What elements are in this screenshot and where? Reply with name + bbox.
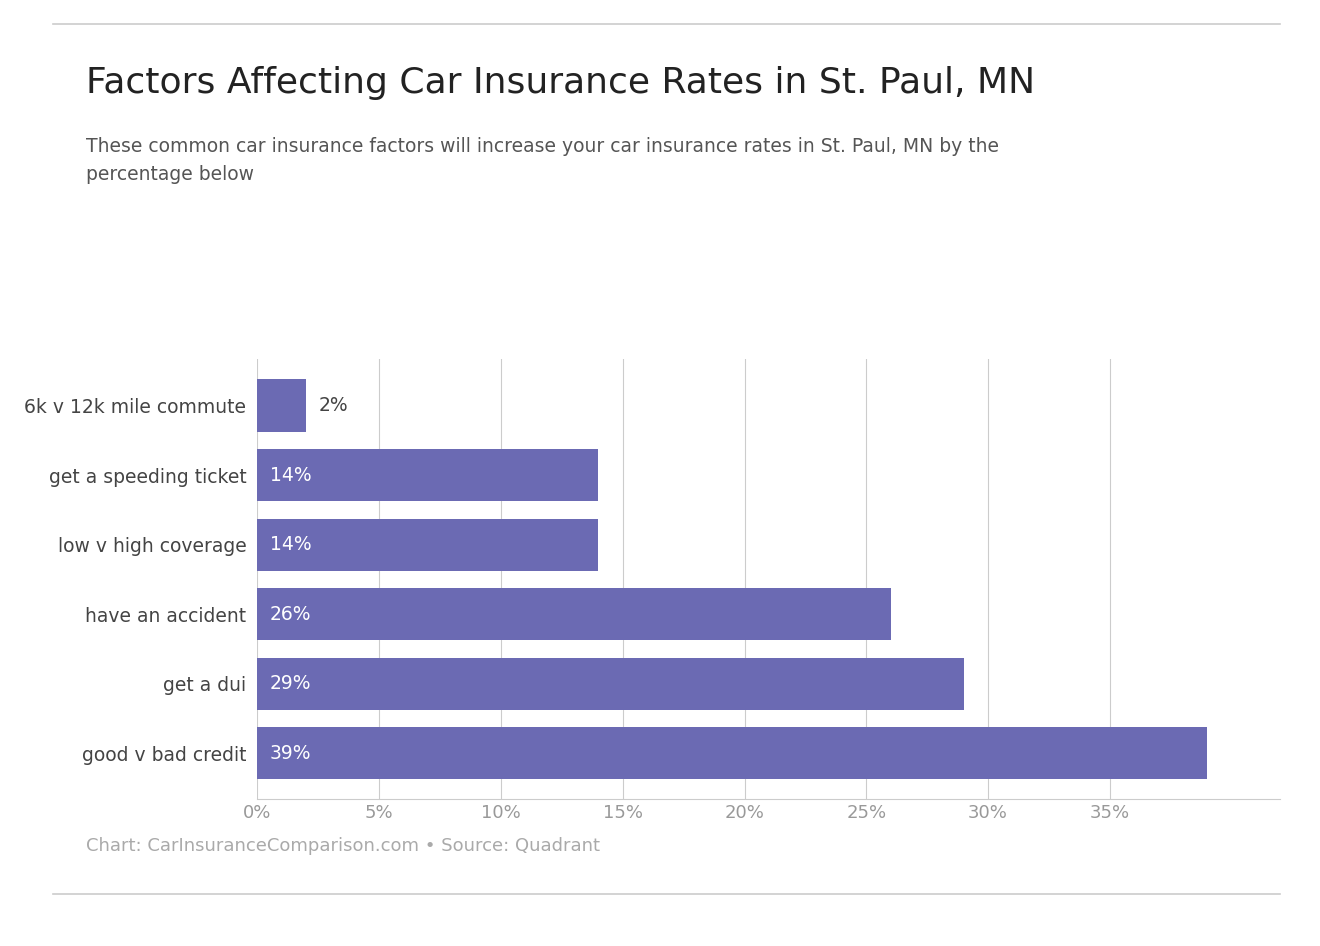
Text: 14%: 14%: [269, 465, 312, 484]
Text: 39%: 39%: [269, 744, 312, 762]
Text: These common car insurance factors will increase your car insurance rates in St.: These common car insurance factors will …: [86, 137, 999, 184]
Text: 2%: 2%: [318, 396, 348, 415]
Bar: [257, 379, 306, 431]
Bar: [257, 518, 598, 570]
Text: 14%: 14%: [269, 535, 312, 554]
Bar: [257, 449, 598, 501]
Text: Factors Affecting Car Insurance Rates in St. Paul, MN: Factors Affecting Car Insurance Rates in…: [86, 66, 1035, 100]
Text: Chart: CarInsuranceComparison.com • Source: Quadrant: Chart: CarInsuranceComparison.com • Sour…: [86, 837, 599, 855]
Text: 29%: 29%: [269, 674, 312, 693]
Text: 26%: 26%: [269, 604, 312, 623]
Bar: [257, 657, 964, 710]
Bar: [257, 727, 1208, 780]
Bar: [257, 588, 891, 640]
